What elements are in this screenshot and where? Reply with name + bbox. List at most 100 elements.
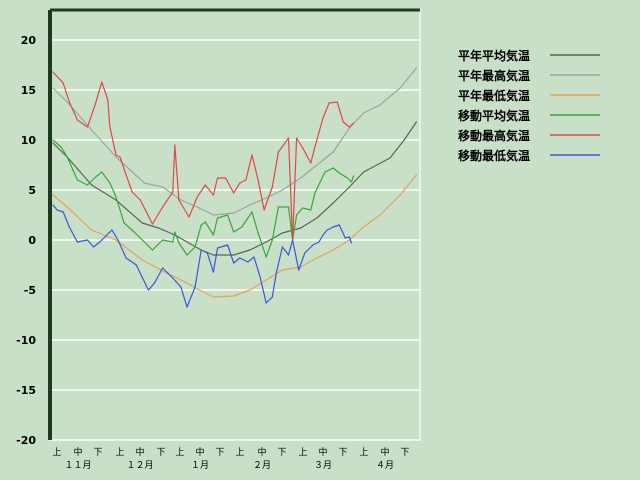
data-point [316, 164, 318, 166]
y-tick-label: 20 [21, 34, 37, 47]
x-dekad-label: 上 [52, 447, 61, 458]
x-dekad-label: 上 [298, 447, 307, 458]
x-dekad-label: 下 [277, 448, 286, 458]
data-point [52, 204, 54, 206]
data-point [318, 241, 320, 243]
data-point [324, 171, 326, 173]
data-point [314, 146, 316, 148]
data-point [281, 189, 284, 191]
data-point [233, 254, 235, 256]
data-point [233, 295, 235, 297]
data-point [304, 252, 306, 254]
data-point [68, 101, 70, 103]
data-point [265, 256, 267, 258]
data-point [52, 71, 54, 73]
data-point [180, 199, 182, 201]
data-point [212, 271, 214, 273]
x-dekad-label: 上 [359, 447, 368, 458]
data-point [348, 126, 351, 128]
data-point [322, 234, 324, 236]
data-point [200, 224, 202, 226]
data-point [310, 209, 312, 211]
data-point [86, 126, 89, 128]
data-point [415, 174, 417, 176]
data-point [259, 276, 261, 278]
data-point [363, 112, 365, 114]
data-point [123, 222, 125, 224]
data-point [76, 179, 78, 181]
x-month-label: ３月 [314, 460, 332, 471]
data-point [174, 231, 176, 233]
data-point [141, 222, 143, 224]
data-point [180, 286, 182, 288]
data-point [332, 202, 334, 204]
data-point [249, 289, 251, 291]
y-tick-label: -10 [16, 334, 36, 347]
data-point [316, 257, 318, 259]
data-point [275, 272, 277, 274]
data-point [300, 227, 302, 229]
data-point [348, 127, 351, 129]
data-point [139, 199, 141, 201]
data-point [178, 242, 180, 244]
data-point [281, 232, 284, 234]
data-point [342, 121, 344, 123]
data-point [271, 239, 273, 241]
y-tick-label: 15 [21, 84, 36, 97]
data-point [115, 196, 117, 198]
series-line-4 [52, 139, 355, 258]
data-point [291, 239, 294, 241]
data-point [336, 101, 338, 103]
data-point [310, 162, 312, 164]
x-dekad-label: 下 [156, 448, 165, 458]
data-point [296, 214, 298, 216]
data-point [153, 282, 156, 284]
x-month-label: ２月 [253, 460, 271, 471]
plot-area [49, 9, 421, 441]
data-point [76, 241, 78, 243]
data-point [338, 224, 340, 226]
y-tick-label: -5 [24, 284, 36, 297]
x-dekad-label: 上 [115, 447, 124, 458]
data-point [415, 67, 417, 69]
data-point [287, 254, 290, 256]
data-point [287, 206, 290, 208]
legend-label: 移動最低気温 [458, 148, 530, 163]
data-point [348, 186, 351, 188]
x-dekad-label: 中 [318, 446, 327, 458]
data-point [198, 289, 200, 291]
data-point [172, 277, 174, 279]
data-point [249, 249, 251, 251]
data-point [147, 289, 150, 291]
data-point [271, 296, 273, 298]
data-point [227, 244, 229, 246]
data-point [253, 256, 255, 258]
data-point [206, 252, 208, 254]
x-dekad-label: 上 [175, 447, 184, 458]
series-line-6 [52, 204, 352, 308]
data-point [162, 267, 164, 269]
data-point [91, 184, 93, 186]
data-point [200, 249, 202, 251]
data-point [212, 194, 214, 196]
data-point [52, 194, 54, 196]
data-point [251, 154, 253, 156]
data-point [95, 176, 97, 178]
data-point [316, 217, 318, 219]
x-month-label: １１月 [64, 460, 91, 471]
x-dekad-label: 中 [257, 446, 266, 458]
x-dekad-label: 下 [215, 448, 224, 458]
data-point [117, 239, 119, 241]
data-point [95, 102, 97, 104]
data-point [298, 269, 300, 271]
data-point [239, 257, 241, 259]
data-point [174, 144, 176, 146]
data-point [125, 257, 127, 259]
data-point [60, 146, 62, 148]
data-point [257, 232, 259, 234]
data-point [184, 281, 186, 283]
data-point [178, 199, 180, 201]
data-point [62, 82, 64, 84]
data-point [162, 239, 164, 241]
